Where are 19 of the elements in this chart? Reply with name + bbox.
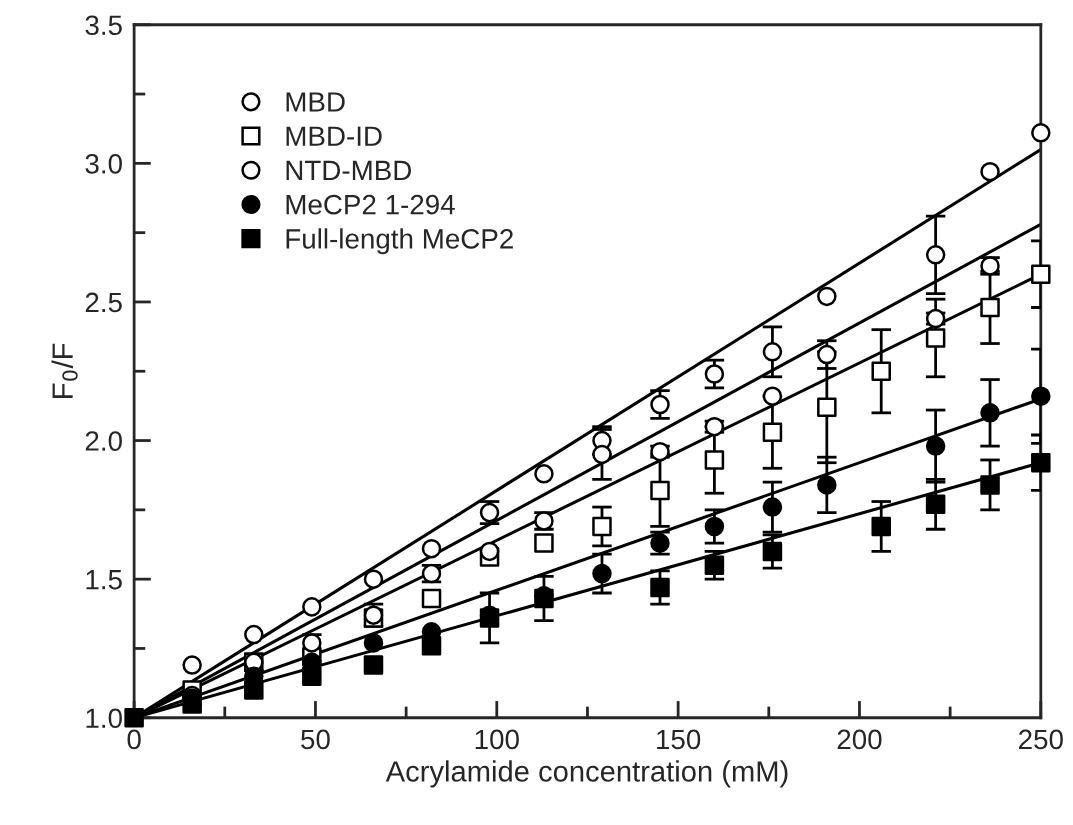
legend-label: MeCP2 1-294 [286,194,455,215]
y-axis-title: F$_{0}$/F [51,343,78,398]
x-tick-label: 100 [475,729,519,750]
legend-label: MBD-ID [286,126,382,146]
x-tick-label: 150 [657,729,701,750]
x-axis-title: Acrylamide concentration (mM) [385,760,788,788]
y-tick-label: 2.5 [85,292,122,313]
y-tick-label: 2.0 [85,431,122,451]
y-tick-label: 1.0 [86,708,122,729]
y-tick-label: 3.5 [85,15,122,36]
x-tick-label: 50 [301,729,330,750]
x-tick-label: 200 [837,729,882,750]
y-tick-label: 3.0 [85,154,122,174]
legend-label: NTD-MBD [286,160,412,180]
x-tick-label: 250 [1019,729,1063,750]
legend-label: Full-length MeCP2 [286,228,513,255]
x-tick-label: 0 [127,729,141,750]
legend-label: MBD [286,92,345,112]
y-tick-label: 1.5 [86,570,122,590]
